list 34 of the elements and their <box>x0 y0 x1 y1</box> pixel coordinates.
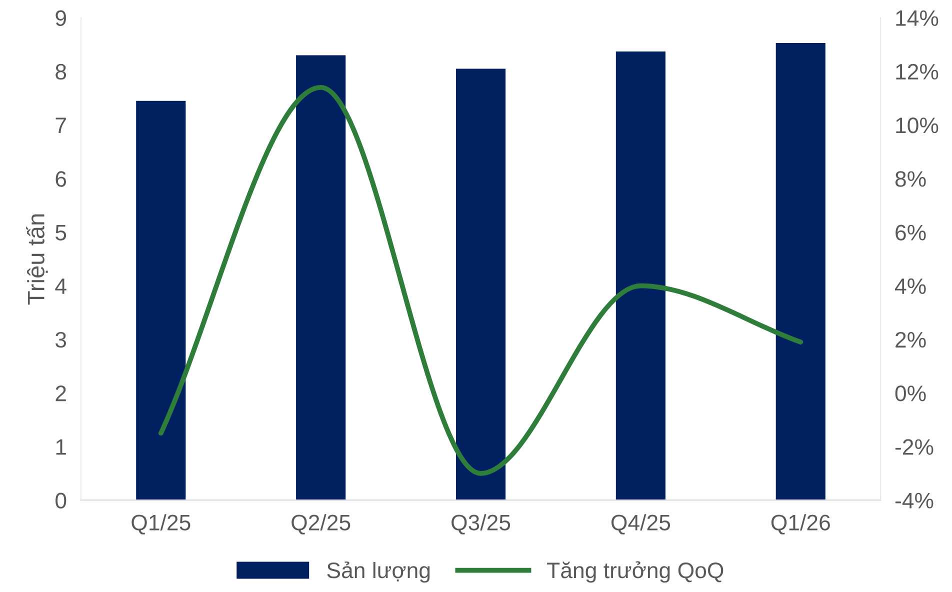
y-tick-label: 4 <box>55 278 66 294</box>
y2-tick-label: -4% <box>895 492 934 508</box>
y2-tick-label: 10% <box>896 118 938 134</box>
x-tick-label: Q1/26 <box>771 514 830 534</box>
bar <box>296 55 346 500</box>
line-series <box>158 85 804 476</box>
y-tick-label: 0 <box>56 492 66 509</box>
bar <box>456 68 506 500</box>
bar <box>136 100 186 500</box>
y-tick-label: 2 <box>56 386 66 402</box>
y-tick-label: 8 <box>56 64 66 80</box>
y2-tick-label: 8% <box>895 171 926 187</box>
x-tick-label: Q3/25 <box>452 514 510 534</box>
legend-label: Sản lượng <box>327 561 430 583</box>
y2-tick-label: 2% <box>896 332 926 348</box>
y2-tick-label: -2% <box>895 439 934 455</box>
x-tick-label: Q1/25 <box>132 514 190 534</box>
y-axis-title: Triệu tấn <box>26 214 48 305</box>
legend-label: Tăng trưởng QoQ <box>547 561 724 583</box>
y-tick-label: 7 <box>56 118 66 134</box>
y-tick-label: 5 <box>56 224 66 240</box>
y-tick-label: 9 <box>56 10 66 26</box>
x-tick-label: Q4/25 <box>611 514 670 534</box>
y2-tick-label: 4% <box>895 278 926 294</box>
x-tick-label: Q2/25 <box>292 514 350 534</box>
y-tick-label: 1 <box>56 439 66 455</box>
y-tick-label: 6 <box>56 171 66 187</box>
y-tick-label: 3 <box>56 332 66 348</box>
y2-tick-label: 12% <box>896 64 938 80</box>
bar <box>776 42 826 500</box>
y2-tick-label: 0% <box>895 386 926 402</box>
y2-tick-label: 6% <box>896 224 926 240</box>
bar <box>616 52 666 500</box>
y2-tick-label: 14% <box>896 10 938 26</box>
